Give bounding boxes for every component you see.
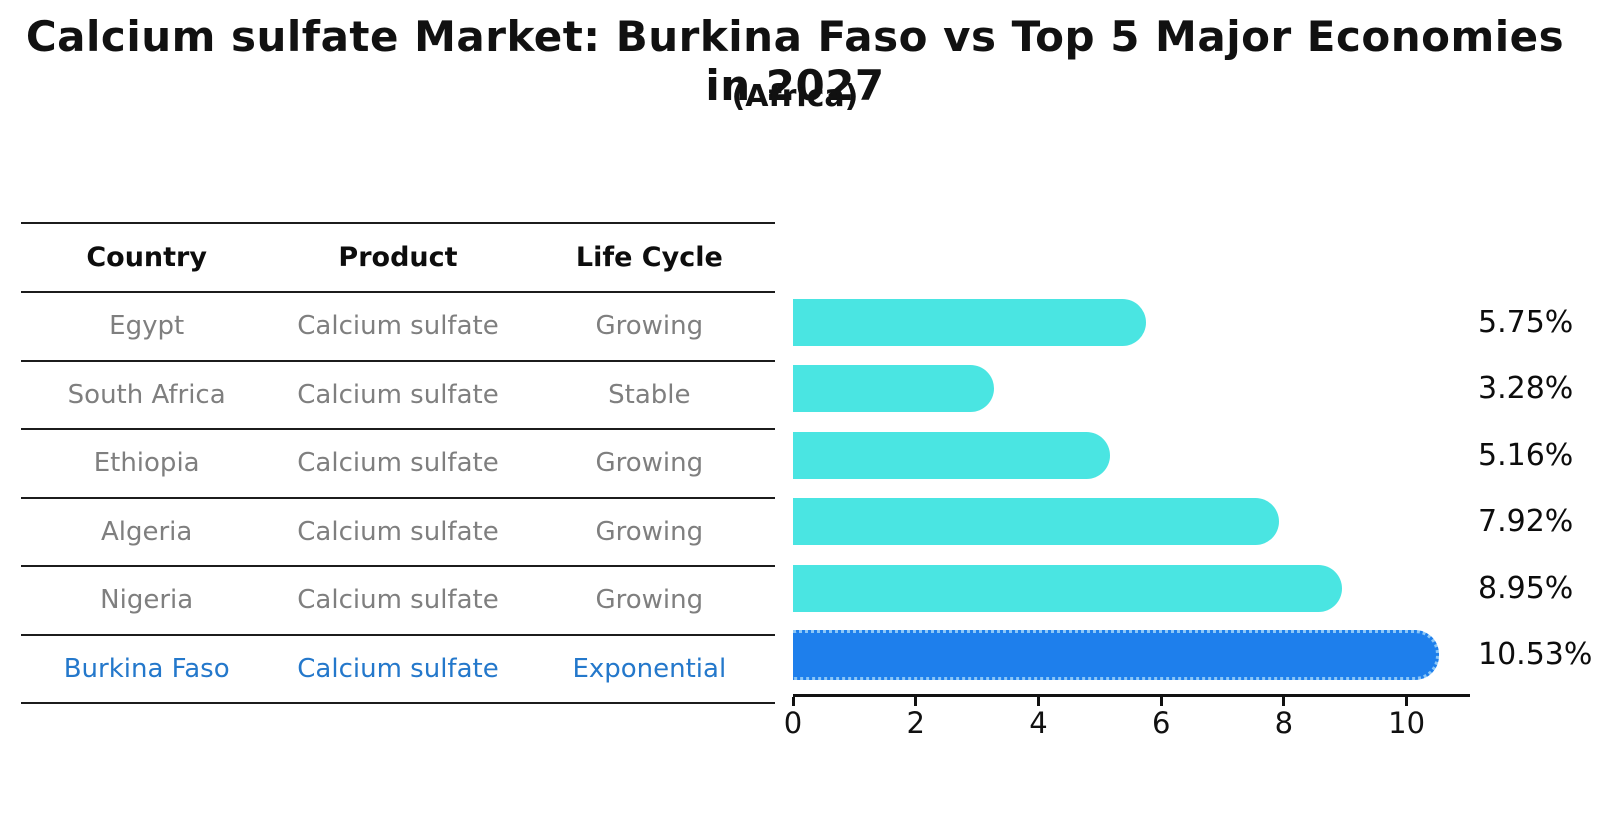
table-row-ethiopia: Ethiopia Calcium sulfate Growing (21, 428, 775, 497)
summary-table: Country Product Life Cycle Egypt Calcium… (21, 222, 775, 704)
life-cycle-cell: Growing (595, 311, 704, 342)
x-tick-mark-8 (1282, 697, 1286, 706)
bar-nigeria (793, 564, 1343, 612)
life-cycle-cell: Exponential (572, 653, 727, 684)
product-cell: Calcium sulfate (297, 448, 499, 479)
table-row-south-africa: South Africa Calcium sulfate Stable (21, 359, 775, 429)
x-tick-mark-10 (1405, 697, 1409, 706)
product-cell: Calcium sulfate (297, 585, 499, 616)
bar-chart (793, 289, 1468, 688)
country-cell: South Africa (67, 379, 226, 410)
life-cycle-cell: Growing (595, 585, 704, 616)
bar-slot-burkina-faso (793, 622, 1468, 689)
column-header-product: Product (338, 242, 458, 273)
bar-algeria (793, 498, 1279, 546)
column-header-country: Country (86, 242, 207, 273)
country-cell: Burkina Faso (63, 653, 230, 684)
country-cell: Algeria (100, 516, 193, 547)
x-tick-label-8: 8 (1274, 706, 1294, 740)
x-tick-mark-2 (914, 697, 918, 706)
life-cycle-cell: Growing (595, 516, 704, 547)
value-label-ethiopia: 5.16% (1478, 437, 1574, 473)
x-axis-line (793, 694, 1470, 697)
bar-slot-south-africa (793, 356, 1468, 423)
x-tick-label-6: 6 (1151, 706, 1171, 740)
value-label-south-africa: 3.28% (1478, 371, 1574, 407)
country-cell: Ethiopia (93, 448, 200, 479)
x-tick-label-0: 0 (783, 706, 803, 740)
bar-egypt (793, 298, 1146, 346)
column-header-life-cycle: Life Cycle (575, 242, 723, 273)
product-cell: Calcium sulfate (297, 516, 499, 547)
x-tick-label-10: 10 (1388, 706, 1426, 740)
bar-value-labels: 5.75% 3.28% 5.16% 7.92% 8.95% 10.53% (1478, 289, 1612, 688)
table-row-algeria: Algeria Calcium sulfate Growing (21, 496, 775, 566)
bar-slot-ethiopia (793, 422, 1468, 489)
bar-slot-algeria (793, 489, 1468, 556)
table-row-egypt: Egypt Calcium sulfate Growing (21, 291, 775, 360)
value-label-egypt: 5.75% (1478, 304, 1574, 340)
table-row-burkina-faso: Burkina Faso Calcium sulfate Exponential (21, 633, 775, 703)
bar-slot-nigeria (793, 555, 1468, 622)
x-tick-label-2: 2 (906, 706, 925, 740)
bar-ethiopia (793, 431, 1110, 479)
chart-subtitle: (Africa) (731, 79, 859, 114)
life-cycle-cell: Stable (608, 379, 691, 410)
product-cell: Calcium sulfate (297, 311, 499, 342)
value-label-nigeria: 8.95% (1478, 570, 1574, 606)
country-cell: Nigeria (100, 585, 194, 616)
product-cell: Calcium sulfate (297, 653, 499, 684)
x-tick-mark-0 (791, 697, 795, 706)
bar-south-africa (793, 365, 995, 413)
product-cell: Calcium sulfate (297, 379, 499, 410)
value-label-burkina-faso: 10.53% (1478, 637, 1593, 673)
table-header-row: Country Product Life Cycle (21, 222, 775, 291)
table-row-nigeria: Nigeria Calcium sulfate Growing (21, 565, 775, 634)
chart-title: Calcium sulfate Market: Burkina Faso vs … (25, 12, 1565, 110)
x-tick-label-4: 4 (1029, 706, 1048, 740)
bar-slot-egypt (793, 289, 1468, 356)
x-tick-mark-4 (1036, 697, 1040, 706)
country-cell: Egypt (109, 311, 185, 342)
life-cycle-cell: Growing (595, 448, 704, 479)
value-label-algeria: 7.92% (1478, 504, 1574, 540)
bar-burkina-faso (793, 629, 1440, 680)
x-tick-mark-6 (1159, 697, 1163, 706)
